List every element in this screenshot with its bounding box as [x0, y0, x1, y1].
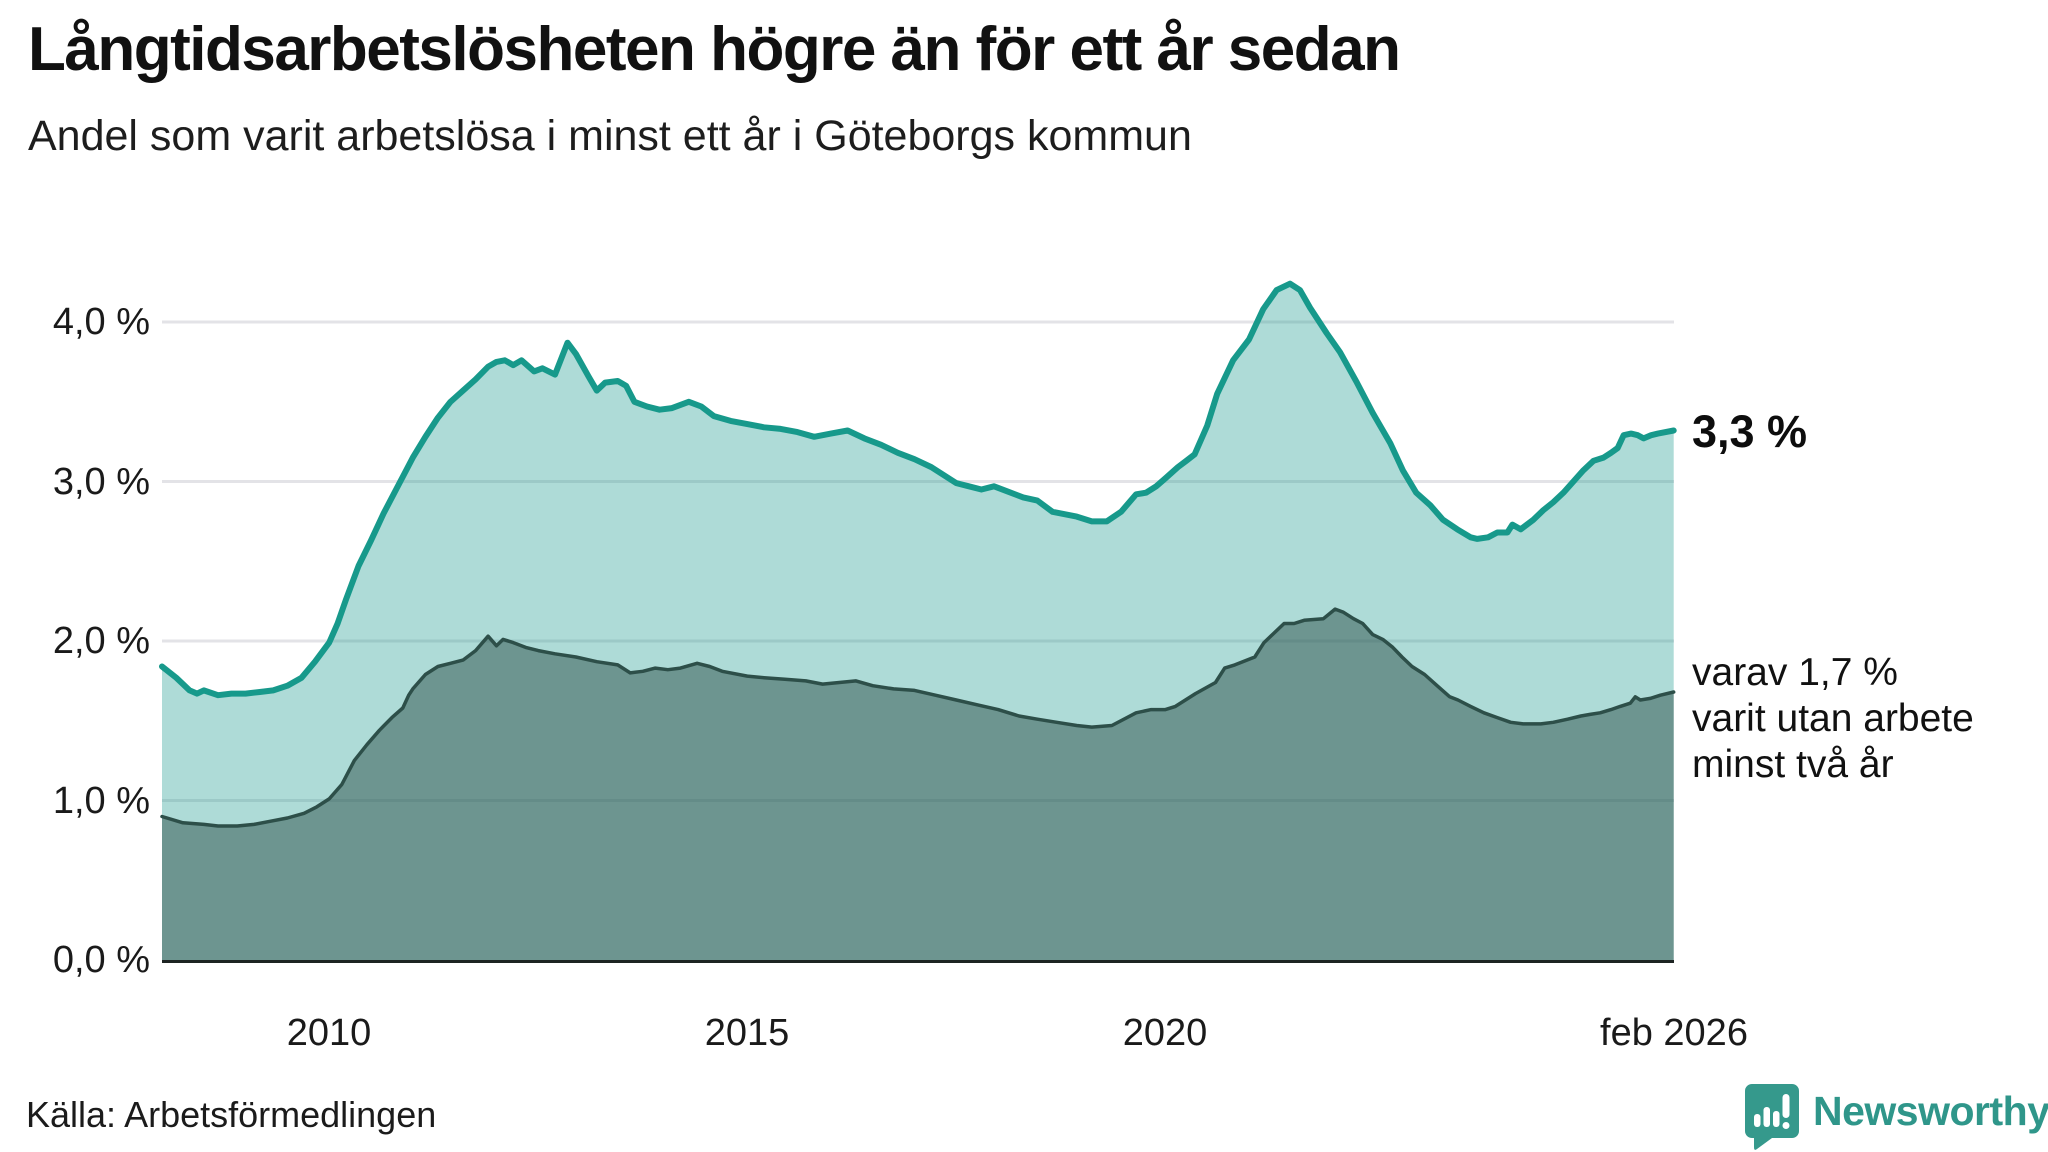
series2-end-annotation-line: minst två år — [1692, 743, 1894, 786]
y-axis-label: 0,0 % — [52, 939, 150, 981]
page-subtitle: Andel som varit arbetslösa i minst ett å… — [28, 112, 1192, 160]
line-min-one-year — [159, 280, 1677, 699]
series2-end-annotation-line: varav 1,7 % — [1692, 651, 1898, 694]
x-axis-label: 2020 — [1122, 1012, 1208, 1054]
x-axis-label: 2015 — [704, 1012, 790, 1054]
area-fill-min-two-years — [162, 609, 1674, 960]
y-axis-label: 2,0 % — [52, 620, 150, 662]
series2-end-annotation: varav 1,7 % varit utan arbete minst två … — [1692, 650, 1974, 788]
page-title: Långtidsarbetslösheten högre än för ett … — [28, 15, 1401, 84]
newsworthy-logo-text: Newsworthy — [1813, 1088, 2048, 1134]
series1-end-value-label: 3,3 % — [1692, 406, 1808, 457]
source-credit: Källa: Arbetsförmedlingen — [26, 1094, 437, 1135]
series2-end-annotation-line: varit utan arbete — [1692, 697, 1974, 740]
x-axis-label: feb 2026 — [1600, 1012, 1748, 1054]
newsworthy-chart-pin-icon — [1745, 1084, 1799, 1150]
newsworthy-logo: Newsworthy — [1742, 1082, 2048, 1150]
y-axis-label: 3,0 % — [52, 461, 150, 503]
x-axis-label: 2010 — [286, 1012, 372, 1054]
y-axis-label: 1,0 % — [52, 780, 150, 822]
y-axis-label: 4,0 % — [52, 301, 150, 343]
line-min-two-years — [160, 607, 1676, 828]
